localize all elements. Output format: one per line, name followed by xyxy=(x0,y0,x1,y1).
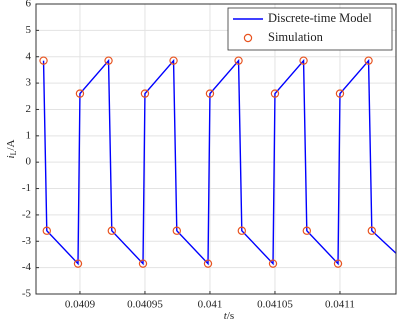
data-marker xyxy=(270,89,280,98)
y-tick-label: 6 xyxy=(26,0,32,10)
plot-area xyxy=(36,4,396,294)
data-marker xyxy=(138,259,148,268)
y-tick-label: 3 xyxy=(26,77,32,89)
data-marker xyxy=(333,259,343,268)
data-marker xyxy=(75,89,85,98)
legend-label: Simulation xyxy=(268,30,324,44)
x-tick-label: 0.04105 xyxy=(257,299,293,311)
x-axis-label: t/s xyxy=(224,310,234,322)
x-tick-label: 0.04095 xyxy=(127,299,163,311)
y-label-unit: /A xyxy=(5,139,17,150)
data-marker xyxy=(205,89,215,98)
data-marker xyxy=(107,226,116,235)
data-line xyxy=(42,58,397,266)
data-marker xyxy=(234,56,243,65)
legend-label: Discrete-time Model xyxy=(268,11,372,25)
data-marker xyxy=(39,56,48,65)
data-marker xyxy=(203,259,213,268)
data-marker xyxy=(73,259,83,268)
y-tick-label: -4 xyxy=(22,261,32,273)
x-tick-label: 0.0409 xyxy=(65,299,96,311)
x-tick-label: 0.0411 xyxy=(325,299,355,311)
y-tick-label: 4 xyxy=(26,50,32,62)
legend-box xyxy=(227,7,393,51)
y-tick-label: 0 xyxy=(26,156,32,168)
plot-frame xyxy=(35,3,397,295)
y-tick-label: -5 xyxy=(22,288,32,300)
data-marker xyxy=(302,226,312,235)
data-marker xyxy=(237,226,247,235)
y-tick-label: 5 xyxy=(26,24,32,36)
data-marker xyxy=(299,56,308,65)
data-marker xyxy=(104,56,113,65)
data-marker xyxy=(364,56,373,65)
data-marker xyxy=(42,226,51,235)
legend-marker xyxy=(243,33,253,43)
y-axis-label: iL/A xyxy=(5,139,18,158)
data-marker xyxy=(172,226,182,235)
y-tick-label: -3 xyxy=(22,235,32,247)
data-marker xyxy=(367,226,377,235)
y-label-subscript: L xyxy=(9,150,18,155)
y-tick-label: -2 xyxy=(22,208,31,220)
data-marker xyxy=(140,89,150,98)
y-tick-label: -1 xyxy=(22,182,31,194)
data-marker xyxy=(335,89,345,98)
data-marker xyxy=(268,259,278,268)
x-tick-label: 0.041 xyxy=(198,299,223,311)
x-label-unit: /s xyxy=(227,310,234,322)
data-marker xyxy=(169,56,178,65)
y-tick-label: 1 xyxy=(26,129,32,141)
y-tick-label: 2 xyxy=(26,103,32,115)
x-label-symbol: t xyxy=(224,310,228,322)
y-label-symbol: i xyxy=(5,155,17,158)
